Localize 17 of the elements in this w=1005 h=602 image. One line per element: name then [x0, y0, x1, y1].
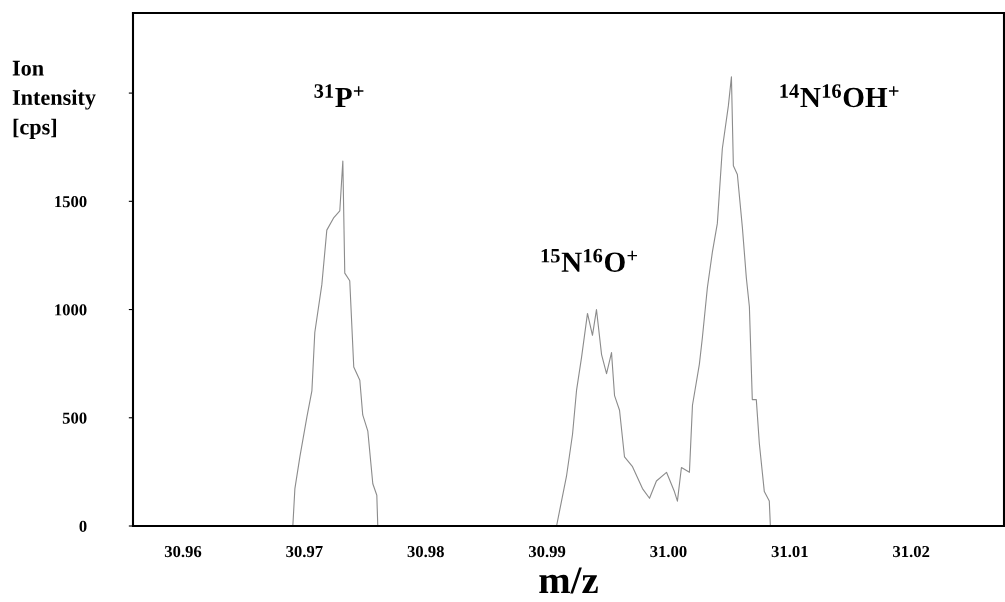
- y-tick-label: 1000: [55, 304, 87, 316]
- y-tick-label: 1500: [55, 196, 87, 208]
- annotation: $^{31}$P$^{+}$: [314, 84, 364, 108]
- x-axis-title: m/z: [539, 567, 598, 594]
- x-tick-label: 31.02: [893, 545, 930, 558]
- x-tick-label: 30.96: [164, 545, 202, 558]
- x-tick-label: 30.98: [407, 545, 444, 558]
- y-tick-label: 0: [79, 520, 87, 532]
- x-tick-label: 31.01: [771, 545, 808, 558]
- annotation: $^{15}$N$^{16}$O$^{+}$: [541, 248, 638, 273]
- x-tick-label: 31.00: [650, 545, 687, 558]
- x-tick-label: 30.97: [286, 545, 323, 558]
- annotation: $^{14}$N$^{16}$OH$^{+}$: [780, 84, 899, 108]
- x-tick-label: 30.99: [528, 545, 566, 558]
- y-tick-label: 500: [62, 412, 87, 424]
- y-axis-title: Ion Intensity [cps]: [12, 60, 96, 140]
- line-series: [292, 76, 771, 526]
